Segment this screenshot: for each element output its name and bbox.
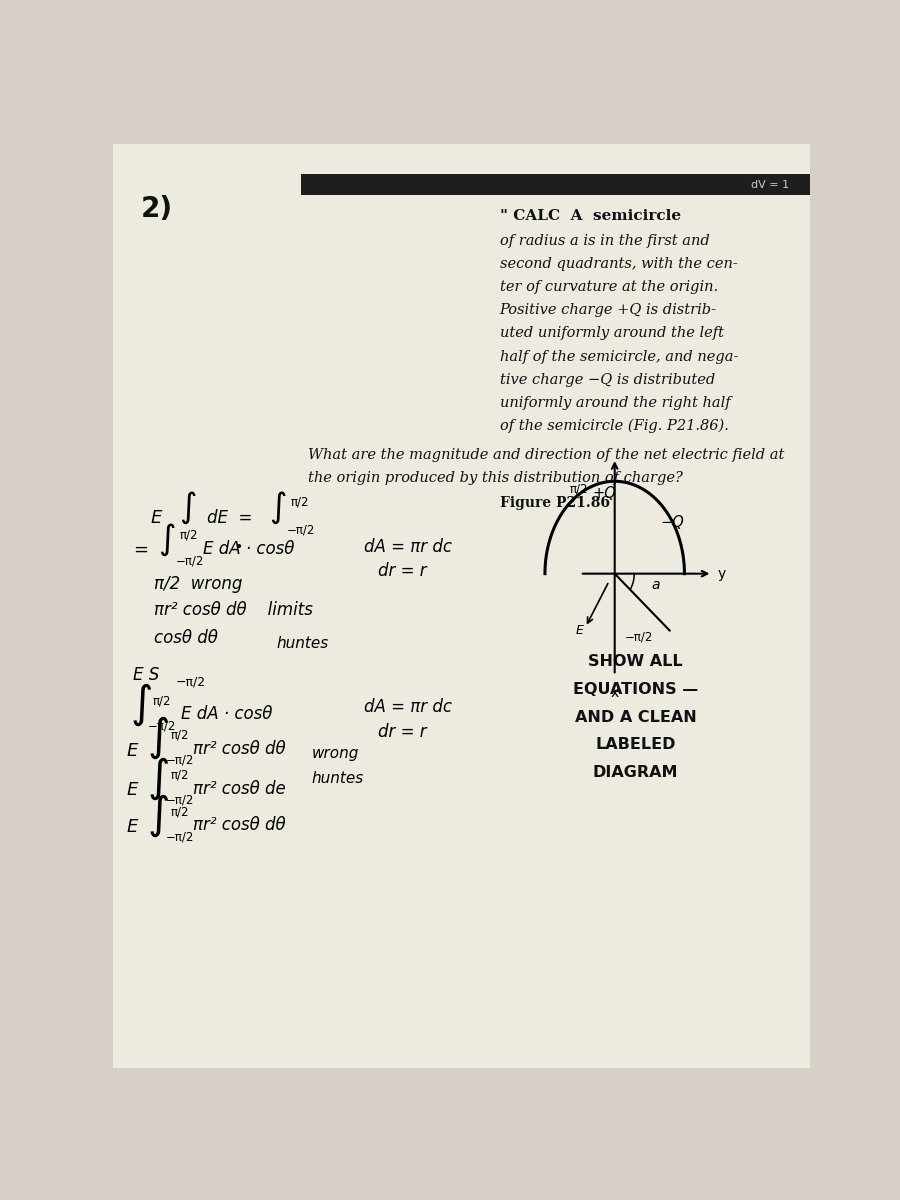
Text: E: E — [126, 818, 138, 836]
Text: −π/2: −π/2 — [625, 630, 653, 643]
Text: •: • — [235, 540, 243, 553]
Text: E dA · cosθ: E dA · cosθ — [203, 540, 294, 558]
Text: dV = 1: dV = 1 — [751, 180, 788, 191]
Text: dE  =: dE = — [207, 509, 252, 527]
Text: $\int$: $\int$ — [130, 682, 152, 728]
Text: $\int$: $\int$ — [148, 715, 169, 761]
Text: −π/2: −π/2 — [166, 754, 194, 766]
Text: huntes: huntes — [276, 636, 328, 650]
Text: dr = r: dr = r — [378, 562, 427, 580]
Text: π/2: π/2 — [179, 528, 198, 541]
Text: −π/2: −π/2 — [166, 793, 194, 806]
Text: cosθ dθ: cosθ dθ — [155, 629, 218, 647]
Text: $\int$: $\int$ — [148, 792, 169, 839]
Text: −π/2: −π/2 — [176, 554, 203, 568]
Text: Positive charge +Q is distrib-: Positive charge +Q is distrib- — [500, 304, 716, 317]
Text: the origin produced by this distribution of charge?: the origin produced by this distribution… — [308, 472, 683, 486]
Text: π/2: π/2 — [569, 482, 588, 496]
Text: dA = πr dc: dA = πr dc — [364, 539, 452, 557]
Text: ter of curvature at the origin.: ter of curvature at the origin. — [500, 281, 717, 294]
Text: π/2: π/2 — [170, 769, 189, 781]
Text: huntes: huntes — [311, 772, 364, 786]
Text: x: x — [610, 686, 619, 701]
Text: uniformly around the right half: uniformly around the right half — [500, 396, 730, 409]
Text: dA = πr dc: dA = πr dc — [364, 698, 452, 716]
Text: a: a — [651, 577, 660, 592]
Text: second quadrants, with the cen-: second quadrants, with the cen- — [500, 257, 737, 271]
Text: πr² cosθ de: πr² cosθ de — [193, 780, 285, 798]
Text: y: y — [718, 566, 726, 581]
Text: What are the magnitude and direction of the net electric field at: What are the magnitude and direction of … — [308, 449, 784, 462]
Text: LABELED: LABELED — [596, 737, 676, 752]
Text: SHOW ALL: SHOW ALL — [589, 654, 683, 670]
Text: −Q: −Q — [660, 516, 684, 530]
Text: πr² cosθ dθ    limits: πr² cosθ dθ limits — [155, 601, 313, 619]
Text: E: E — [126, 742, 138, 760]
Text: +Q: +Q — [592, 486, 617, 500]
Text: E dA · cosθ: E dA · cosθ — [181, 704, 272, 722]
Text: $\int$: $\int$ — [158, 522, 176, 558]
Text: E: E — [126, 781, 138, 799]
Text: π/2: π/2 — [153, 695, 172, 708]
Text: E: E — [576, 624, 584, 637]
Text: wrong: wrong — [311, 746, 359, 762]
Text: −π/2: −π/2 — [287, 524, 315, 536]
Text: $\int$: $\int$ — [179, 490, 196, 526]
Text: π/2: π/2 — [291, 496, 309, 509]
Text: EQUATIONS —: EQUATIONS — — [573, 682, 698, 697]
Text: −π/2: −π/2 — [176, 676, 205, 689]
Text: tive charge −Q is distributed: tive charge −Q is distributed — [500, 373, 715, 386]
Text: π/2  wrong: π/2 wrong — [155, 575, 243, 593]
Text: AND A CLEAN: AND A CLEAN — [575, 709, 697, 725]
Text: =: = — [133, 541, 148, 559]
Text: $\int$: $\int$ — [148, 756, 169, 802]
Text: −π/2: −π/2 — [148, 720, 176, 733]
Text: uted uniformly around the left: uted uniformly around the left — [500, 326, 724, 341]
Text: π/2: π/2 — [170, 728, 189, 742]
Text: dr = r: dr = r — [378, 724, 427, 742]
Text: half of the semicircle, and nega-: half of the semicircle, and nega- — [500, 349, 738, 364]
Text: of the semicircle (Fig. P21.86).: of the semicircle (Fig. P21.86). — [500, 419, 728, 433]
Text: DIAGRAM: DIAGRAM — [593, 764, 679, 780]
Text: E S: E S — [133, 666, 159, 684]
Text: πr² cosθ dθ: πr² cosθ dθ — [193, 740, 285, 758]
Text: π/2: π/2 — [170, 805, 189, 818]
Text: πr² cosθ dθ: πr² cosθ dθ — [193, 816, 285, 834]
Text: of radius a is in the first and: of radius a is in the first and — [500, 234, 709, 248]
Text: 2): 2) — [140, 194, 173, 223]
Text: " CALC  A  semicircle: " CALC A semicircle — [500, 209, 680, 223]
Text: E: E — [151, 509, 162, 527]
Text: Figure P21.86: Figure P21.86 — [500, 496, 610, 510]
Text: −π/2: −π/2 — [166, 830, 194, 844]
Bar — [301, 174, 810, 194]
Text: $\int$: $\int$ — [269, 490, 287, 526]
